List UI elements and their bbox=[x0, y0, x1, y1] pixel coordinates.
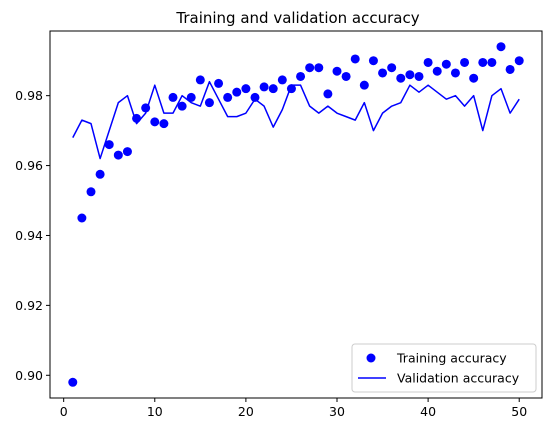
training-accuracy-point bbox=[387, 63, 397, 73]
legend: Training accuracy Validation accuracy bbox=[351, 343, 537, 393]
training-accuracy-point bbox=[332, 66, 342, 76]
training-accuracy-point bbox=[141, 103, 151, 113]
training-accuracy-point bbox=[223, 92, 233, 102]
training-accuracy-point bbox=[405, 70, 415, 80]
training-accuracy-point bbox=[505, 64, 515, 74]
y-tick-label: 0.98 bbox=[15, 88, 43, 103]
training-accuracy-point bbox=[186, 92, 196, 102]
training-accuracy-point bbox=[77, 213, 87, 223]
training-accuracy-point bbox=[341, 71, 351, 81]
chart-title: Training and validation accuracy bbox=[175, 9, 419, 27]
training-accuracy-point bbox=[241, 84, 251, 94]
x-tick-label: 10 bbox=[147, 404, 163, 419]
plot-frame bbox=[49, 30, 543, 399]
training-accuracy-point bbox=[368, 56, 378, 66]
training-accuracy-point bbox=[469, 73, 479, 83]
training-accuracy-point bbox=[450, 68, 460, 78]
training-accuracy-point bbox=[204, 98, 214, 108]
training-accuracy-point bbox=[359, 80, 369, 90]
x-tick-label: 20 bbox=[238, 404, 254, 419]
training-accuracy-point bbox=[414, 71, 424, 81]
training-accuracy-point bbox=[396, 73, 406, 83]
y-tick-label: 0.92 bbox=[15, 298, 43, 313]
legend-validation-label: Validation accuracy bbox=[397, 371, 520, 386]
training-accuracy-point bbox=[305, 63, 315, 73]
training-accuracy-point bbox=[86, 187, 96, 197]
training-accuracy-point bbox=[159, 119, 169, 129]
training-accuracy-point bbox=[214, 78, 224, 88]
training-accuracy-point bbox=[195, 75, 205, 85]
training-accuracy-point bbox=[487, 57, 497, 67]
y-axis: 0.90 0.92 0.94 0.96 0.98 bbox=[15, 88, 50, 383]
training-accuracy-point bbox=[423, 57, 433, 67]
training-accuracy-point bbox=[286, 84, 296, 94]
training-accuracy-point bbox=[268, 84, 278, 94]
training-accuracy-point bbox=[314, 63, 324, 73]
training-accuracy-point bbox=[460, 57, 470, 67]
training-accuracy-point bbox=[177, 101, 187, 111]
y-tick-label: 0.94 bbox=[15, 228, 43, 243]
y-tick-label: 0.90 bbox=[15, 368, 43, 383]
training-accuracy-point bbox=[104, 140, 114, 150]
training-accuracy-point bbox=[514, 56, 524, 66]
legend-training-label: Training accuracy bbox=[396, 351, 507, 366]
training-accuracy-point bbox=[496, 42, 506, 52]
training-accuracy-point bbox=[378, 68, 388, 78]
x-tick-label: 50 bbox=[511, 404, 527, 419]
legend-box bbox=[351, 343, 537, 393]
training-accuracy-point bbox=[432, 66, 442, 76]
training-accuracy-point bbox=[232, 87, 242, 97]
legend-training-marker bbox=[366, 353, 376, 363]
y-tick-label: 0.96 bbox=[15, 158, 43, 173]
x-tick-label: 30 bbox=[329, 404, 345, 419]
training-accuracy-point bbox=[150, 117, 160, 127]
x-tick-label: 40 bbox=[420, 404, 436, 419]
training-accuracy-point bbox=[250, 92, 260, 102]
training-accuracy-point bbox=[168, 92, 178, 102]
training-accuracy-point bbox=[132, 113, 142, 123]
training-accuracy-point bbox=[350, 54, 360, 64]
plot-area bbox=[68, 42, 524, 387]
training-accuracy-point bbox=[68, 377, 78, 387]
training-accuracy-point bbox=[122, 147, 132, 157]
training-accuracy-point bbox=[478, 57, 488, 67]
training-accuracy-point bbox=[441, 59, 451, 69]
training-accuracy-point bbox=[296, 71, 306, 81]
training-accuracy-point bbox=[323, 89, 333, 99]
training-accuracy-point bbox=[113, 150, 123, 160]
x-axis: 0 10 20 30 40 50 bbox=[60, 398, 527, 419]
training-accuracy-point bbox=[95, 169, 105, 179]
x-tick-label: 0 bbox=[60, 404, 68, 419]
training-accuracy-point bbox=[277, 75, 287, 85]
training-accuracy-point bbox=[259, 82, 269, 92]
